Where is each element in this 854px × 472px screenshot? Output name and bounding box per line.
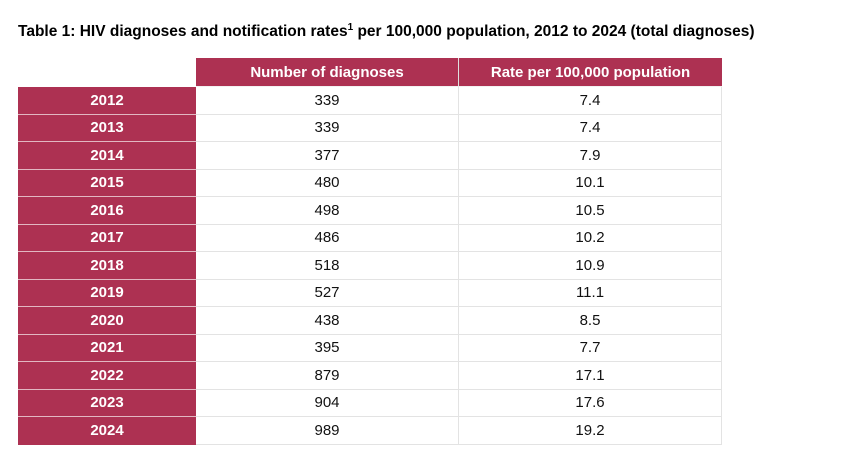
diagnoses-value-cell: 486 [196, 224, 458, 252]
table-row: 2013 339 7.4 [18, 114, 722, 142]
diagnoses-value-cell: 377 [196, 142, 458, 170]
diagnoses-value-cell: 480 [196, 169, 458, 197]
rate-value-cell: 17.1 [458, 362, 722, 390]
table-row: 2016 498 10.5 [18, 197, 722, 225]
row-header-year: 2012 [18, 87, 196, 115]
row-header-year: 2015 [18, 169, 196, 197]
table-row: 2014 377 7.9 [18, 142, 722, 170]
row-header-year: 2014 [18, 142, 196, 170]
hiv-diagnoses-table: Number of diagnoses Rate per 100,000 pop… [18, 58, 722, 445]
rate-value-cell: 10.1 [458, 169, 722, 197]
table-row: 2022 879 17.1 [18, 362, 722, 390]
table-row: 2023 904 17.6 [18, 389, 722, 417]
table-row: 2017 486 10.2 [18, 224, 722, 252]
rate-value-cell: 11.1 [458, 279, 722, 307]
diagnoses-value-cell: 904 [196, 389, 458, 417]
diagnoses-value-cell: 518 [196, 252, 458, 280]
table-row: 2018 518 10.9 [18, 252, 722, 280]
diagnoses-value-cell: 395 [196, 334, 458, 362]
rate-value-cell: 19.2 [458, 417, 722, 445]
table-row: 2024 989 19.2 [18, 417, 722, 445]
diagnoses-value-cell: 879 [196, 362, 458, 390]
table-row: 2020 438 8.5 [18, 307, 722, 335]
title-text: Table 1: HIV diagnoses and notification … [18, 23, 348, 40]
diagnoses-value-cell: 989 [196, 417, 458, 445]
table-row: 2019 527 11.1 [18, 279, 722, 307]
table-row: 2021 395 7.7 [18, 334, 722, 362]
diagnoses-value-cell: 339 [196, 87, 458, 115]
row-header-year: 2024 [18, 417, 196, 445]
title-text-continued: per 100,000 population, 2012 to 2024 (to… [353, 23, 755, 40]
row-header-year: 2013 [18, 114, 196, 142]
diagnoses-value-cell: 527 [196, 279, 458, 307]
row-header-year: 2018 [18, 252, 196, 280]
row-header-year: 2016 [18, 197, 196, 225]
rate-value-cell: 7.9 [458, 142, 722, 170]
table-body: 2012 339 7.4 2013 339 7.4 2014 377 7.9 2015 480 10.… [18, 87, 722, 445]
diagnoses-value-cell: 438 [196, 307, 458, 335]
row-header-year: 2020 [18, 307, 196, 335]
column-header-diagnoses: Number of diagnoses [196, 58, 458, 87]
table-header: Number of diagnoses Rate per 100,000 pop… [18, 58, 722, 87]
footnote-marker: 1 [347, 21, 354, 33]
row-header-year: 2019 [18, 279, 196, 307]
header-row: Number of diagnoses Rate per 100,000 pop… [18, 58, 722, 87]
row-header-year: 2023 [18, 389, 196, 417]
rate-value-cell: 10.2 [458, 224, 722, 252]
row-header-year: 2021 [18, 334, 196, 362]
rate-value-cell: 7.7 [458, 334, 722, 362]
rate-value-cell: 10.5 [458, 197, 722, 225]
row-header-year: 2022 [18, 362, 196, 390]
diagnoses-value-cell: 498 [196, 197, 458, 225]
table-title: Table 1: HIV diagnoses and notification … [18, 21, 755, 41]
column-header-rate: Rate per 100,000 population [458, 58, 722, 87]
rate-value-cell: 7.4 [458, 114, 722, 142]
rate-value-cell: 17.6 [458, 389, 722, 417]
rate-value-cell: 8.5 [458, 307, 722, 335]
rate-value-cell: 7.4 [458, 87, 722, 115]
diagnoses-value-cell: 339 [196, 114, 458, 142]
table-row: 2015 480 10.1 [18, 169, 722, 197]
corner-cell [18, 58, 196, 87]
row-header-year: 2017 [18, 224, 196, 252]
rate-value-cell: 10.9 [458, 252, 722, 280]
table-row: 2012 339 7.4 [18, 87, 722, 115]
